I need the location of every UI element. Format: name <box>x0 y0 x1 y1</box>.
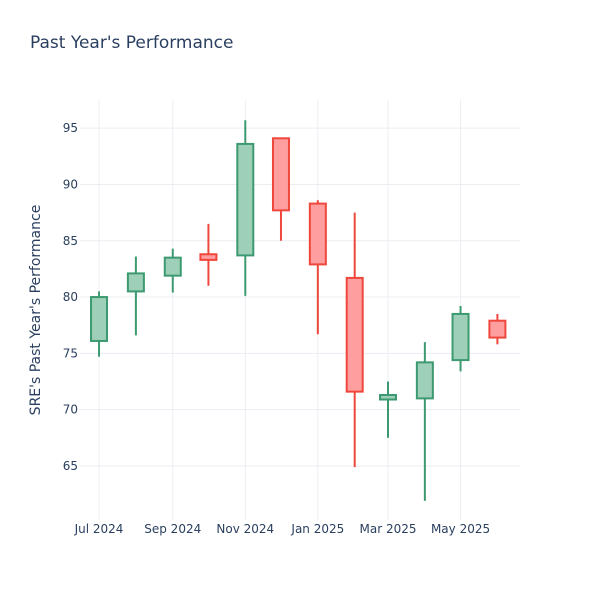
candle-body <box>308 202 327 266</box>
candle-body <box>415 361 434 400</box>
candle-increasing <box>379 381 397 438</box>
grid-layer <box>80 100 520 520</box>
x-tick-label: May 2025 <box>431 522 490 536</box>
candle-increasing <box>163 248 182 293</box>
chart-title: Past Year's Performance <box>30 33 234 53</box>
candle-body <box>126 272 145 293</box>
candle-body <box>236 142 255 257</box>
candle-body <box>345 276 364 393</box>
candle-body <box>451 312 470 362</box>
candle-decreasing <box>345 212 364 468</box>
y-tick-label: 65 <box>63 459 78 473</box>
candle-body <box>379 394 397 401</box>
candle-increasing <box>415 342 434 501</box>
candle-decreasing <box>308 200 327 335</box>
candle-increasing <box>236 120 255 296</box>
y-axis-title: SRE's Past Year's Performance <box>28 205 44 416</box>
candle-body <box>90 296 109 342</box>
y-tick-label: 95 <box>63 121 78 135</box>
x-tick-label: Sep 2024 <box>144 522 201 536</box>
candle-decreasing <box>271 137 290 241</box>
y-tick-label: 70 <box>63 403 78 417</box>
candle-increasing <box>90 291 109 357</box>
y-tick-label: 75 <box>63 346 78 360</box>
axis-layer: 65 70 75 80 85 90 95 Jul 2024 Sep 2024 Nov 2024 Ja… <box>28 121 490 536</box>
x-tick-label: Jul 2024 <box>74 522 124 536</box>
candle-increasing <box>126 256 145 336</box>
x-tick-label: Nov 2024 <box>216 522 274 536</box>
candle-layer <box>90 120 507 501</box>
candle-body <box>488 319 507 339</box>
candle-body <box>163 256 182 277</box>
candle-decreasing <box>488 313 507 345</box>
y-tick-label: 80 <box>63 290 78 304</box>
candle-body <box>199 253 218 261</box>
candle-body <box>271 137 290 212</box>
candle-decreasing <box>199 223 218 286</box>
x-tick-label: Jan 2025 <box>290 522 344 536</box>
candle-increasing <box>451 306 470 372</box>
y-tick-label: 90 <box>63 177 78 191</box>
x-tick-label: Mar 2025 <box>360 522 417 536</box>
y-tick-label: 85 <box>63 234 78 248</box>
